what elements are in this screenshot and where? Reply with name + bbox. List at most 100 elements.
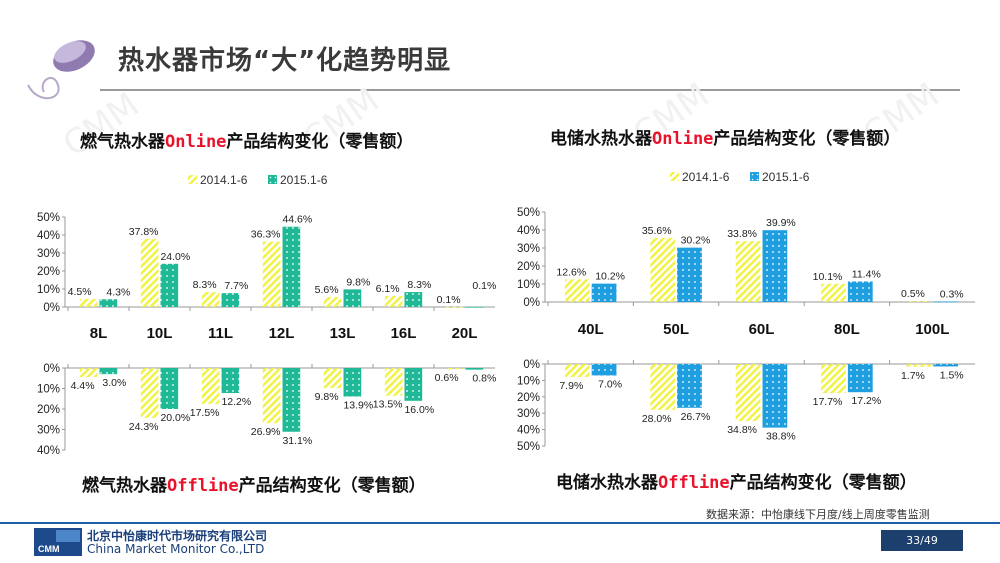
bar-2014 xyxy=(384,296,403,307)
title-prefix: 燃气热水器 xyxy=(80,132,165,152)
category-label: 40L xyxy=(578,321,604,338)
y-tick-label: 40% xyxy=(517,225,540,237)
y-tick-label: 30% xyxy=(517,243,540,255)
bar-2015 xyxy=(343,368,362,397)
title-divider xyxy=(100,89,960,91)
legend-label-2015: 2015.1-6 xyxy=(762,170,810,184)
bar-2015 xyxy=(847,364,873,393)
data-label-2015: 30.2% xyxy=(681,235,711,247)
y-tick-label: 0% xyxy=(43,302,60,314)
bar-2014 xyxy=(262,241,281,307)
bar-2014 xyxy=(735,364,761,422)
y-tick-label: 20% xyxy=(37,404,60,416)
bar-2014 xyxy=(262,368,281,424)
data-label-2014: 17.7% xyxy=(813,396,843,408)
y-tick-label: 30% xyxy=(37,248,60,260)
y-tick-label: 10% xyxy=(37,284,60,296)
bar-2015 xyxy=(99,299,118,307)
title-highlight: Offline xyxy=(167,476,239,496)
bar-2014 xyxy=(384,368,403,396)
data-label-2014: 5.6% xyxy=(315,284,339,296)
bar-2015 xyxy=(465,368,484,370)
data-label-2015: 3.0% xyxy=(102,377,126,389)
y-tick-label: 0% xyxy=(43,363,60,375)
logo-text: CMM xyxy=(38,544,60,554)
gas-online-title: 燃气热水器Online产品结构变化（零售额） xyxy=(80,127,413,152)
bar-2015 xyxy=(591,364,617,376)
bar-2015 xyxy=(221,368,240,394)
title-suffix: 产品结构变化（零售额） xyxy=(713,129,901,149)
data-label-2015: 11.4% xyxy=(852,268,881,280)
y-tick-label: 40% xyxy=(517,425,540,437)
title-highlight: Online xyxy=(165,132,227,152)
gas-offline-title: 燃气热水器Offline产品结构变化（零售额） xyxy=(82,471,426,496)
data-label-2014: 8.3% xyxy=(193,279,217,291)
bar-2015 xyxy=(677,247,702,302)
legend-swatch-2014 xyxy=(188,175,197,184)
gas-legend: 2014.1-6 2015.1-6 xyxy=(188,173,328,187)
footer-divider xyxy=(0,522,1000,524)
data-label-2014: 4.4% xyxy=(71,380,95,392)
title-highlight: Offline xyxy=(658,473,730,493)
legend-swatch-2015 xyxy=(268,175,277,184)
data-label-2014: 17.5% xyxy=(190,407,220,419)
y-tick-label: 40% xyxy=(37,230,60,242)
bar-2015 xyxy=(933,301,959,303)
bar-2015 xyxy=(282,226,301,307)
data-label-2015: 1.5% xyxy=(940,369,964,381)
category-label: 10L xyxy=(147,325,173,342)
source-note: 数据来源：中怡康线下月度/线上周度零售监测 xyxy=(706,508,930,521)
y-tick-label: 50% xyxy=(517,441,540,453)
mouse-icon xyxy=(27,40,95,100)
bar-2015 xyxy=(762,230,788,302)
company-logo: CMM xyxy=(34,528,82,556)
elec-offline-title: 电储水热水器Offline产品结构变化（零售额） xyxy=(556,468,917,493)
bar-2014 xyxy=(445,368,464,370)
data-label-2014: 34.8% xyxy=(727,424,757,436)
bar-2015 xyxy=(160,263,179,307)
data-label-2014: 10.1% xyxy=(813,271,843,283)
data-label-2014: 0.5% xyxy=(901,288,925,300)
title-prefix: 电储水热水器 xyxy=(556,473,658,493)
bar-2015 xyxy=(404,292,423,307)
page-title: 热水器市场“大”化趋势明显 xyxy=(118,46,452,76)
data-label-2015: 9.8% xyxy=(346,276,370,288)
bar-2014 xyxy=(323,296,342,307)
data-label-2014: 28.0% xyxy=(642,413,672,425)
y-tick-label: 0% xyxy=(523,359,540,371)
data-label-2014: 13.5% xyxy=(373,399,403,411)
y-tick-label: 50% xyxy=(517,207,540,219)
bar-2015 xyxy=(160,368,179,409)
category-label: 16L xyxy=(391,325,417,342)
data-label-2015: 0.3% xyxy=(940,288,964,300)
data-label-2014: 4.5% xyxy=(68,286,92,298)
bar-2014 xyxy=(323,368,342,389)
data-label-2015: 39.9% xyxy=(766,217,796,229)
bar-2014 xyxy=(79,298,98,307)
bar-2014 xyxy=(906,364,932,367)
data-label-2014: 26.9% xyxy=(251,426,281,438)
bar-2014 xyxy=(735,241,761,302)
y-tick-label: 20% xyxy=(517,261,540,273)
bar-2014 xyxy=(201,368,220,404)
data-label-2014: 6.1% xyxy=(376,283,400,295)
elec-legend: 2014.1-6 2015.1-6 xyxy=(670,170,810,184)
bar-2015 xyxy=(591,283,617,302)
data-label-2014: 0.1% xyxy=(437,294,461,306)
category-label: 11L xyxy=(208,325,233,342)
data-label-2014: 7.9% xyxy=(559,380,583,392)
elec-online-title: 电储水热水器Online产品结构变化（零售额） xyxy=(550,124,900,149)
y-tick-label: 10% xyxy=(37,384,60,396)
bar-2014 xyxy=(445,306,464,308)
data-label-2015: 20.0% xyxy=(160,412,190,424)
data-label-2014: 36.3% xyxy=(251,229,281,241)
category-label: 13L xyxy=(330,325,356,342)
data-label-2015: 24.0% xyxy=(160,251,190,263)
legend-swatch-2015 xyxy=(750,172,759,181)
title-suffix: 产品结构变化（零售额） xyxy=(729,473,917,493)
legend-label-2014: 2014.1-6 xyxy=(682,170,730,184)
category-label: 100L xyxy=(915,321,949,338)
data-label-2015: 7.0% xyxy=(598,378,622,390)
title-suffix: 产品结构变化（零售额） xyxy=(238,476,426,496)
data-label-2015: 4.3% xyxy=(106,286,130,298)
